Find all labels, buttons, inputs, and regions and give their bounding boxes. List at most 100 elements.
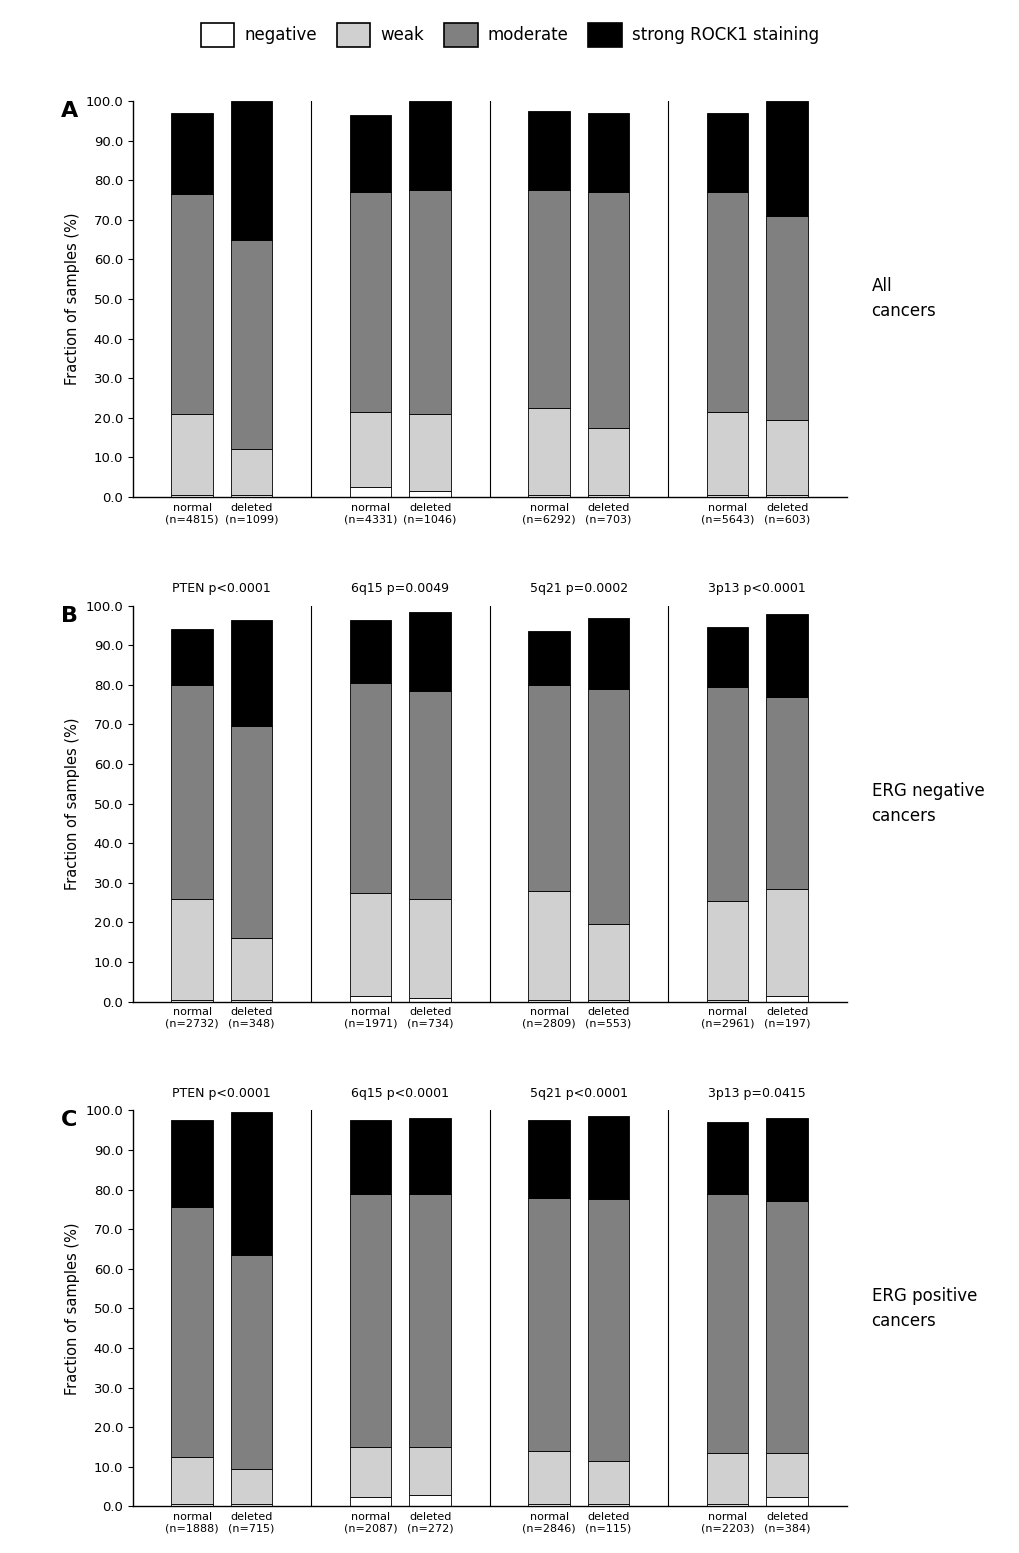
- Bar: [587, 1461, 629, 1505]
- Bar: [350, 488, 391, 497]
- Text: 6q15 p<0.0001: 6q15 p<0.0001: [351, 1087, 449, 1100]
- Bar: [706, 113, 748, 193]
- Bar: [706, 1505, 748, 1506]
- Bar: [171, 113, 213, 194]
- Bar: [230, 1255, 272, 1469]
- Bar: [230, 1505, 272, 1506]
- Bar: [706, 412, 748, 495]
- Bar: [350, 412, 391, 488]
- Bar: [230, 1112, 272, 1255]
- Bar: [706, 1194, 748, 1454]
- Bar: [528, 495, 570, 497]
- Bar: [528, 1120, 570, 1197]
- Bar: [587, 1199, 629, 1461]
- Bar: [230, 620, 272, 727]
- Bar: [171, 1505, 213, 1506]
- Bar: [409, 691, 450, 899]
- Bar: [706, 1123, 748, 1194]
- Bar: [409, 899, 450, 997]
- Bar: [350, 115, 391, 193]
- Bar: [230, 449, 272, 495]
- Bar: [350, 1497, 391, 1506]
- Bar: [230, 495, 272, 497]
- Text: 3p13 p=0.0415: 3p13 p=0.0415: [708, 1087, 805, 1100]
- Bar: [765, 1202, 807, 1454]
- Bar: [528, 685, 570, 891]
- Bar: [409, 413, 450, 491]
- Bar: [706, 495, 748, 497]
- Bar: [765, 419, 807, 495]
- Y-axis label: Fraction of samples (%): Fraction of samples (%): [64, 1222, 79, 1395]
- Bar: [171, 685, 213, 899]
- Legend: negative, weak, moderate, strong ROCK1 staining: negative, weak, moderate, strong ROCK1 s…: [195, 17, 824, 53]
- Bar: [409, 189, 450, 413]
- Text: ERG positive
cancers: ERG positive cancers: [870, 1287, 976, 1329]
- Y-axis label: Fraction of samples (%): Fraction of samples (%): [64, 717, 79, 890]
- Bar: [706, 1000, 748, 1002]
- Bar: [765, 1454, 807, 1497]
- Bar: [765, 495, 807, 497]
- Bar: [587, 193, 629, 427]
- Bar: [171, 899, 213, 1000]
- Text: A: A: [61, 101, 78, 121]
- Bar: [350, 620, 391, 683]
- Bar: [409, 612, 450, 691]
- Bar: [409, 1118, 450, 1194]
- Bar: [706, 901, 748, 1000]
- Bar: [350, 1194, 391, 1447]
- Bar: [587, 427, 629, 495]
- Bar: [171, 495, 213, 497]
- Text: ERG negative
cancers: ERG negative cancers: [870, 783, 983, 825]
- Bar: [528, 891, 570, 1000]
- Bar: [587, 1000, 629, 1002]
- Bar: [409, 491, 450, 497]
- Text: 5q21 p<0.0001: 5q21 p<0.0001: [529, 1087, 628, 1100]
- Bar: [171, 1457, 213, 1505]
- Bar: [528, 632, 570, 685]
- Bar: [409, 1447, 450, 1494]
- Text: PTEN p<0.0001: PTEN p<0.0001: [172, 582, 271, 595]
- Bar: [587, 690, 629, 924]
- Bar: [350, 1447, 391, 1497]
- Bar: [230, 101, 272, 239]
- Bar: [765, 1118, 807, 1202]
- Bar: [171, 629, 213, 685]
- Text: PTEN p<0.0001: PTEN p<0.0001: [172, 1087, 271, 1100]
- Bar: [171, 1207, 213, 1457]
- Bar: [350, 1120, 391, 1194]
- Bar: [765, 995, 807, 1002]
- Bar: [350, 893, 391, 995]
- Bar: [587, 495, 629, 497]
- Bar: [528, 189, 570, 408]
- Bar: [587, 113, 629, 193]
- Bar: [587, 1505, 629, 1506]
- Bar: [230, 239, 272, 449]
- Bar: [765, 613, 807, 697]
- Bar: [409, 997, 450, 1002]
- Bar: [350, 193, 391, 412]
- Bar: [230, 727, 272, 938]
- Bar: [706, 627, 748, 686]
- Bar: [409, 1494, 450, 1506]
- Bar: [706, 686, 748, 901]
- Bar: [765, 697, 807, 888]
- Text: C: C: [61, 1110, 77, 1131]
- Bar: [587, 1117, 629, 1199]
- Bar: [230, 938, 272, 1000]
- Text: 5q21 p=0.0002: 5q21 p=0.0002: [529, 582, 628, 595]
- Bar: [528, 110, 570, 189]
- Bar: [528, 1000, 570, 1002]
- Bar: [765, 1497, 807, 1506]
- Bar: [587, 618, 629, 690]
- Text: B: B: [61, 606, 78, 626]
- Bar: [765, 216, 807, 419]
- Bar: [528, 1505, 570, 1506]
- Y-axis label: Fraction of samples (%): Fraction of samples (%): [64, 213, 79, 385]
- Bar: [171, 194, 213, 413]
- Bar: [350, 995, 391, 1002]
- Bar: [230, 1000, 272, 1002]
- Bar: [171, 413, 213, 495]
- Bar: [765, 101, 807, 216]
- Bar: [765, 888, 807, 995]
- Text: 3p13 p<0.0001: 3p13 p<0.0001: [708, 582, 805, 595]
